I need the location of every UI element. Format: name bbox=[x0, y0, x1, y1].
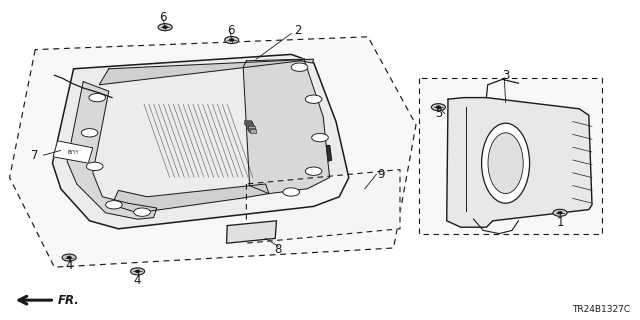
Polygon shape bbox=[99, 59, 314, 85]
Circle shape bbox=[86, 162, 103, 171]
Polygon shape bbox=[243, 59, 330, 194]
Polygon shape bbox=[52, 54, 349, 229]
Bar bbox=[249, 128, 255, 132]
Circle shape bbox=[305, 167, 322, 175]
Bar bbox=[248, 126, 255, 131]
Circle shape bbox=[436, 106, 440, 108]
Circle shape bbox=[158, 24, 172, 31]
Circle shape bbox=[225, 36, 239, 44]
Polygon shape bbox=[419, 78, 602, 234]
Circle shape bbox=[305, 95, 322, 103]
Circle shape bbox=[89, 93, 106, 102]
Text: 3: 3 bbox=[502, 69, 509, 82]
Polygon shape bbox=[112, 184, 269, 213]
Text: 9: 9 bbox=[377, 168, 385, 181]
Text: 1: 1 bbox=[556, 216, 564, 229]
Circle shape bbox=[431, 104, 445, 111]
Polygon shape bbox=[10, 37, 416, 267]
Circle shape bbox=[134, 208, 150, 216]
Text: TR24B1327C: TR24B1327C bbox=[572, 305, 630, 314]
Circle shape bbox=[163, 26, 167, 28]
Circle shape bbox=[558, 212, 562, 214]
Text: BYYY: BYYY bbox=[68, 149, 79, 155]
Text: 2: 2 bbox=[294, 24, 301, 37]
Ellipse shape bbox=[488, 133, 524, 194]
Polygon shape bbox=[447, 98, 592, 227]
Bar bbox=[246, 122, 252, 126]
Circle shape bbox=[553, 209, 567, 216]
Polygon shape bbox=[53, 141, 93, 163]
Polygon shape bbox=[227, 221, 276, 243]
Circle shape bbox=[106, 201, 122, 209]
Circle shape bbox=[312, 133, 328, 142]
Circle shape bbox=[230, 39, 234, 41]
Bar bbox=[245, 121, 252, 125]
Text: 8: 8 bbox=[275, 243, 282, 256]
Text: 4: 4 bbox=[134, 274, 141, 286]
Text: 6: 6 bbox=[159, 11, 167, 24]
Circle shape bbox=[67, 257, 71, 259]
Bar bbox=[246, 123, 253, 128]
Text: FR.: FR. bbox=[58, 294, 79, 307]
Text: 4: 4 bbox=[65, 259, 73, 272]
Circle shape bbox=[136, 270, 140, 272]
Circle shape bbox=[81, 129, 98, 137]
Text: 7: 7 bbox=[31, 149, 39, 162]
Polygon shape bbox=[246, 170, 400, 243]
Bar bbox=[244, 120, 251, 124]
Text: 5: 5 bbox=[435, 107, 442, 120]
Bar bbox=[247, 124, 253, 129]
Circle shape bbox=[283, 188, 300, 196]
Polygon shape bbox=[326, 146, 332, 161]
Bar bbox=[248, 125, 254, 130]
Polygon shape bbox=[67, 82, 157, 219]
Circle shape bbox=[131, 268, 145, 275]
Text: 6: 6 bbox=[227, 24, 234, 37]
Circle shape bbox=[62, 254, 76, 261]
Ellipse shape bbox=[482, 123, 530, 203]
Bar bbox=[250, 129, 256, 133]
Circle shape bbox=[291, 63, 308, 71]
